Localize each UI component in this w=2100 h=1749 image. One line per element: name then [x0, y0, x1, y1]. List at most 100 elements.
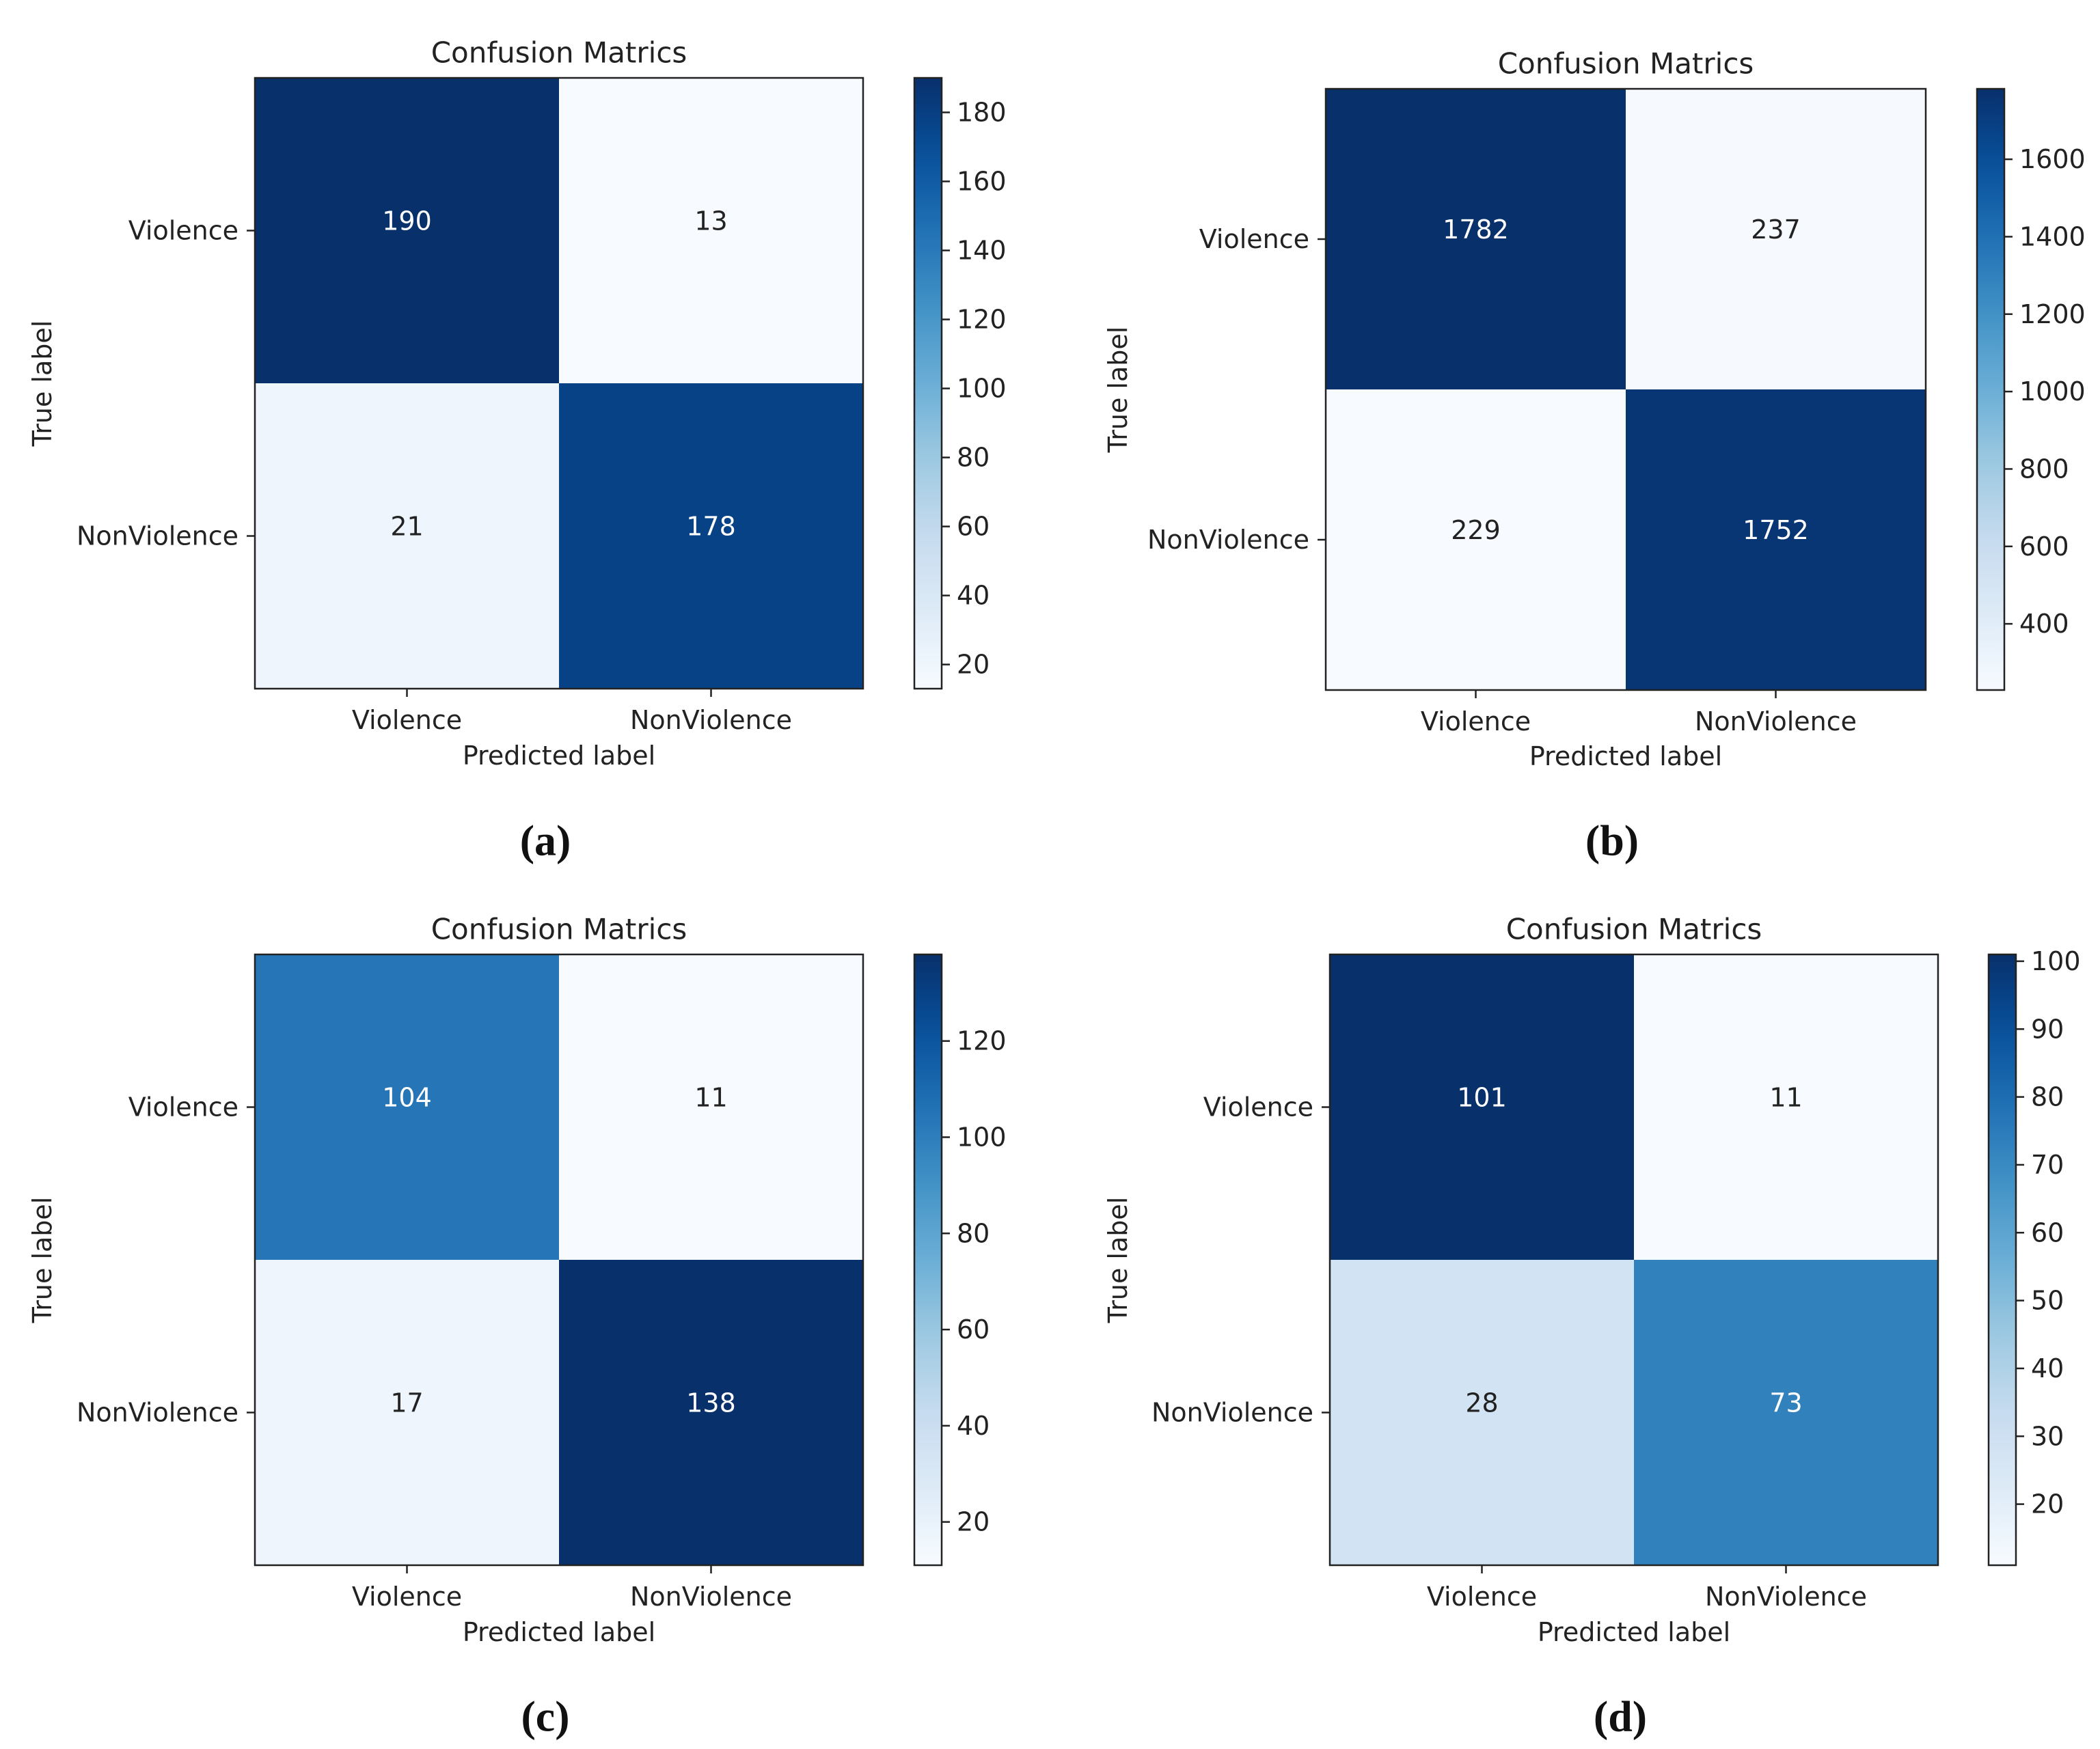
- colorbar-tick-label: 30: [2031, 1421, 2064, 1451]
- x-tick-label: NonViolence: [630, 705, 792, 735]
- matrix-frame: [254, 77, 864, 690]
- matrix-cell: [255, 78, 559, 383]
- colorbar-tick-label: 50: [2031, 1286, 2064, 1316]
- y-tick-label: Violence: [1199, 224, 1309, 254]
- chart-panel: Confusion Matrics 1782 237 229 1752 Violence N…: [1103, 47, 2086, 865]
- colorbar: [913, 77, 943, 690]
- matrix-cell: [559, 954, 863, 1260]
- panel-caption: (b): [1585, 816, 1639, 865]
- chart-title: Confusion Matrics: [431, 913, 687, 946]
- y-axis-label: True label: [1103, 1197, 1133, 1324]
- y-tick-label: Violence: [128, 1092, 238, 1123]
- cell-value-label: 104: [382, 1083, 432, 1113]
- y-axis-label: True label: [27, 1197, 57, 1324]
- y-tick-label: NonViolence: [1147, 525, 1309, 555]
- x-axis-label: Predicted label: [1538, 1617, 1730, 1647]
- colorbar-tick-label: 120: [957, 1026, 1007, 1056]
- x-axis-label: Predicted label: [463, 741, 655, 771]
- colorbar-tick-label: 60: [957, 1314, 990, 1345]
- colorbar-tick-label: 20: [957, 1507, 990, 1537]
- cell-value-label: 73: [1769, 1388, 1802, 1418]
- colorbar-tick-label: 20: [2031, 1489, 2064, 1519]
- cell-value-label: 101: [1457, 1083, 1507, 1113]
- y-tick-label: NonViolence: [77, 1398, 238, 1428]
- y-axis-label: True label: [27, 320, 57, 447]
- panel-caption: (c): [521, 1692, 569, 1741]
- colorbar-tick-label: 70: [2031, 1150, 2064, 1180]
- chart-title: Confusion Matrics: [1498, 47, 1754, 81]
- cell-value-label: 17: [390, 1388, 423, 1418]
- colorbar-tick-label: 120: [957, 305, 1007, 335]
- x-tick-label: Violence: [352, 1582, 462, 1612]
- cell-value-label: 237: [1751, 215, 1801, 245]
- matrix-cell: [255, 954, 559, 1260]
- cell-value-label: 178: [686, 512, 736, 542]
- cell-value-label: 28: [1465, 1388, 1498, 1418]
- matrix-frame: [1324, 87, 1927, 691]
- colorbar-tick-label: 180: [957, 98, 1007, 128]
- cell-value-label: 21: [390, 512, 423, 542]
- x-axis-label: Predicted label: [1529, 741, 1722, 771]
- matrix-cell: [559, 383, 863, 689]
- cell-value-label: 11: [1769, 1083, 1802, 1113]
- colorbar-tick-label: 20: [957, 650, 990, 680]
- chart-panel: Confusion Matrics 104 11 17 138 Violence NonVi…: [27, 913, 1007, 1741]
- x-tick-label: Violence: [1427, 1582, 1537, 1612]
- matrix-cell: [1634, 1260, 1938, 1565]
- chart-title: Confusion Matrics: [431, 36, 687, 70]
- y-axis-label: True label: [1103, 327, 1133, 454]
- y-tick-label: NonViolence: [77, 521, 238, 551]
- x-tick-label: Violence: [352, 705, 462, 735]
- x-tick-label: NonViolence: [1705, 1582, 1867, 1612]
- cell-value-label: 229: [1451, 515, 1501, 545]
- colorbar: [1976, 87, 2006, 691]
- colorbar-tick-label: 40: [2031, 1353, 2064, 1383]
- matrix-cell: [1326, 89, 1626, 389]
- colorbar-tick-label: 80: [957, 443, 990, 473]
- y-tick-label: Violence: [1203, 1092, 1313, 1123]
- y-tick-label: Violence: [128, 216, 238, 246]
- x-tick-label: NonViolence: [1695, 706, 1857, 736]
- colorbar-tick-label: 80: [2031, 1082, 2064, 1112]
- colorbar-tick-label: 40: [957, 1411, 990, 1441]
- chart-panel: Confusion Matrics 101 11 28 73 Violence NonVio…: [1103, 913, 2081, 1741]
- panel-caption: (d): [1594, 1692, 1647, 1741]
- colorbar-tick-label: 400: [2019, 609, 2069, 639]
- matrix-frame: [254, 953, 864, 1567]
- matrix-cell: [1330, 1260, 1634, 1565]
- matrix-frame: [1328, 953, 1939, 1567]
- chart-panel: Confusion Matrics 190 13 21 178 Violence NonVi…: [27, 36, 1007, 865]
- x-tick-label: NonViolence: [630, 1582, 792, 1612]
- colorbar: [1987, 953, 2017, 1567]
- colorbar-tick-label: 600: [2019, 532, 2069, 562]
- colorbar-tick-label: 140: [957, 236, 1007, 266]
- chart-title: Confusion Matrics: [1506, 913, 1762, 946]
- cell-value-label: 190: [382, 206, 432, 236]
- cell-value-label: 1752: [1743, 515, 1809, 545]
- colorbar-tick-label: 1400: [2019, 221, 2086, 251]
- matrix-cell: [1634, 954, 1938, 1260]
- colorbar-tick-label: 60: [2031, 1217, 2064, 1248]
- matrix-cell: [255, 383, 559, 689]
- x-tick-label: Violence: [1421, 706, 1531, 736]
- colorbar-tick-label: 80: [957, 1218, 990, 1248]
- colorbar-tick-label: 90: [2031, 1014, 2064, 1044]
- x-axis-label: Predicted label: [463, 1617, 655, 1647]
- panel-caption: (a): [520, 816, 571, 865]
- matrix-cell: [559, 78, 863, 383]
- colorbar-tick-label: 800: [2019, 454, 2069, 484]
- matrix-cell: [1330, 954, 1634, 1260]
- colorbar: [913, 953, 943, 1567]
- colorbar-tick-label: 160: [957, 167, 1007, 197]
- cell-value-label: 138: [686, 1388, 736, 1418]
- matrix-cell: [255, 1260, 559, 1565]
- colorbar-tick-label: 100: [957, 374, 1007, 404]
- colorbar-tick-label: 100: [2031, 946, 2081, 976]
- colorbar-tick-label: 100: [957, 1122, 1007, 1152]
- colorbar-tick-label: 1200: [2019, 299, 2086, 329]
- matrix-cell: [559, 1260, 863, 1565]
- cell-value-label: 13: [694, 206, 727, 236]
- colorbar-tick-label: 1600: [2019, 144, 2086, 174]
- colorbar-tick-label: 1000: [2019, 376, 2086, 407]
